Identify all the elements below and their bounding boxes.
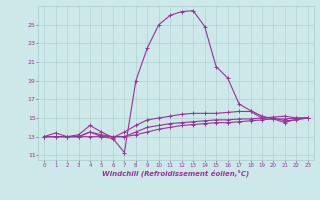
X-axis label: Windchill (Refroidissement éolien,°C): Windchill (Refroidissement éolien,°C) [102, 169, 250, 177]
